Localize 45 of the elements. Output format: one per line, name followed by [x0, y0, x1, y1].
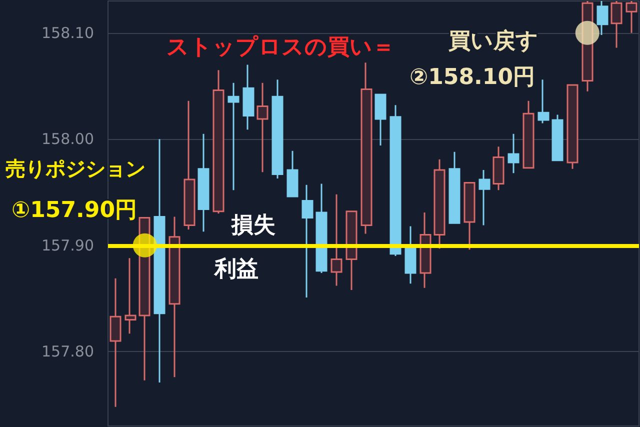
candlestick [492, 146, 504, 191]
annotation: ストップロスの買い＝ [166, 35, 394, 60]
candlestick [154, 138, 166, 384]
annotation: ①157.90円 [12, 198, 138, 223]
y-tick-label: 157.80 [42, 342, 94, 361]
annotation: 損失 [230, 213, 276, 238]
annotation: ②158.10円 [410, 65, 536, 90]
candlestick [404, 226, 416, 284]
candlestick [256, 82, 268, 173]
candlestick [508, 133, 520, 174]
candlestick [302, 184, 314, 298]
annotation: 買い戻す [448, 28, 538, 54]
candlestick [110, 278, 122, 408]
candlestick [552, 114, 564, 162]
candlestick [198, 133, 210, 232]
candlestick [610, 0, 622, 48]
candlestick [286, 150, 298, 198]
candlestick [566, 84, 578, 170]
candlestick [390, 104, 402, 257]
candlestick [464, 182, 476, 250]
y-tick-label: 158.00 [42, 130, 94, 148]
y-tick-label: 157.90 [42, 236, 94, 254]
candlestick [184, 100, 196, 230]
candlestick [596, 0, 608, 36]
candlestick [538, 78, 550, 124]
candlestick [212, 69, 224, 214]
y-tick-label: 158.10 [42, 24, 94, 42]
candlestick [330, 194, 342, 286]
candlestick [228, 82, 240, 191]
candlestick [478, 169, 490, 226]
candlestick [448, 151, 460, 224]
candlestick [272, 78, 284, 180]
candlestick [434, 158, 446, 250]
candlestick [346, 210, 358, 291]
annotation: 売りポジション [6, 156, 146, 180]
candlestick [316, 183, 328, 274]
annotation: 利益 [214, 257, 258, 282]
candlestick [522, 100, 534, 169]
candlestick [242, 64, 254, 130]
candlestick [626, 0, 638, 34]
candlestick [124, 257, 136, 334]
candlestick [374, 94, 386, 146]
candlestick [360, 62, 372, 234]
candlestick [420, 212, 432, 289]
candlestick [168, 216, 180, 378]
